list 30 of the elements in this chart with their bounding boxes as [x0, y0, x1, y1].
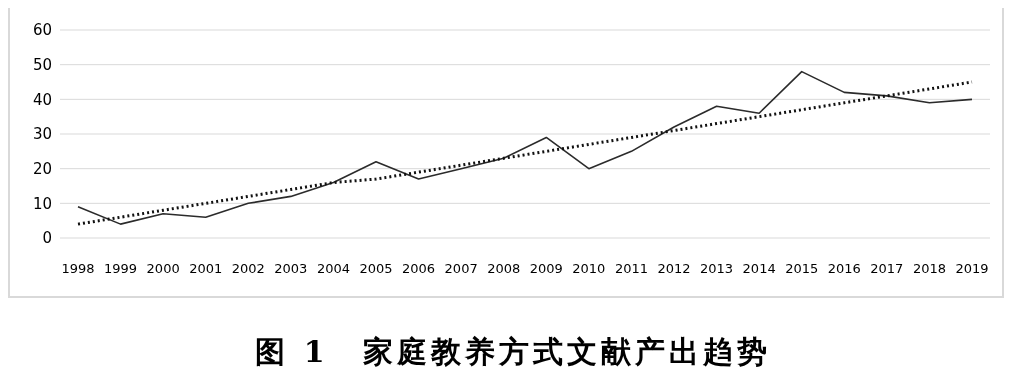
- x-tick-label: 1998: [61, 261, 95, 277]
- x-tick-label: 2006: [402, 261, 436, 277]
- x-tick-label: 2003: [274, 261, 308, 277]
- x-tick-label: 2012: [657, 261, 691, 277]
- x-tick-label: 2001: [189, 261, 223, 277]
- x-tick-label: 2008: [487, 261, 521, 277]
- x-tick-label: 2016: [827, 261, 861, 277]
- x-tick-label: 2000: [146, 261, 180, 277]
- x-tick-label: 2013: [700, 261, 734, 277]
- x-tick-label: 1999: [104, 261, 138, 277]
- y-tick-label: 50: [32, 55, 52, 74]
- y-tick-label: 60: [32, 21, 52, 40]
- y-tick-label: 20: [32, 159, 52, 178]
- y-tick-label: 0: [42, 229, 52, 248]
- x-tick-label: 2007: [444, 261, 478, 277]
- x-tick-label: 2009: [529, 261, 563, 277]
- y-tick-label: 30: [32, 125, 52, 144]
- x-tick-label: 2018: [912, 261, 946, 277]
- x-tick-label: 2014: [742, 261, 776, 277]
- x-tick-label: 2010: [572, 261, 606, 277]
- y-tick-label: 40: [32, 90, 52, 109]
- x-tick-label: 2019: [955, 261, 989, 277]
- x-tick-label: 2011: [614, 261, 648, 277]
- x-tick-label: 2005: [359, 261, 393, 277]
- x-tick-label: 2017: [870, 261, 904, 277]
- y-tick-label: 10: [32, 194, 52, 213]
- text: 图 1 家庭教养方式文献产出趋势: [254, 333, 772, 371]
- x-tick-label: 2004: [316, 261, 350, 277]
- x-tick-label: 2015: [785, 261, 819, 277]
- x-tick-label: 2002: [231, 261, 265, 277]
